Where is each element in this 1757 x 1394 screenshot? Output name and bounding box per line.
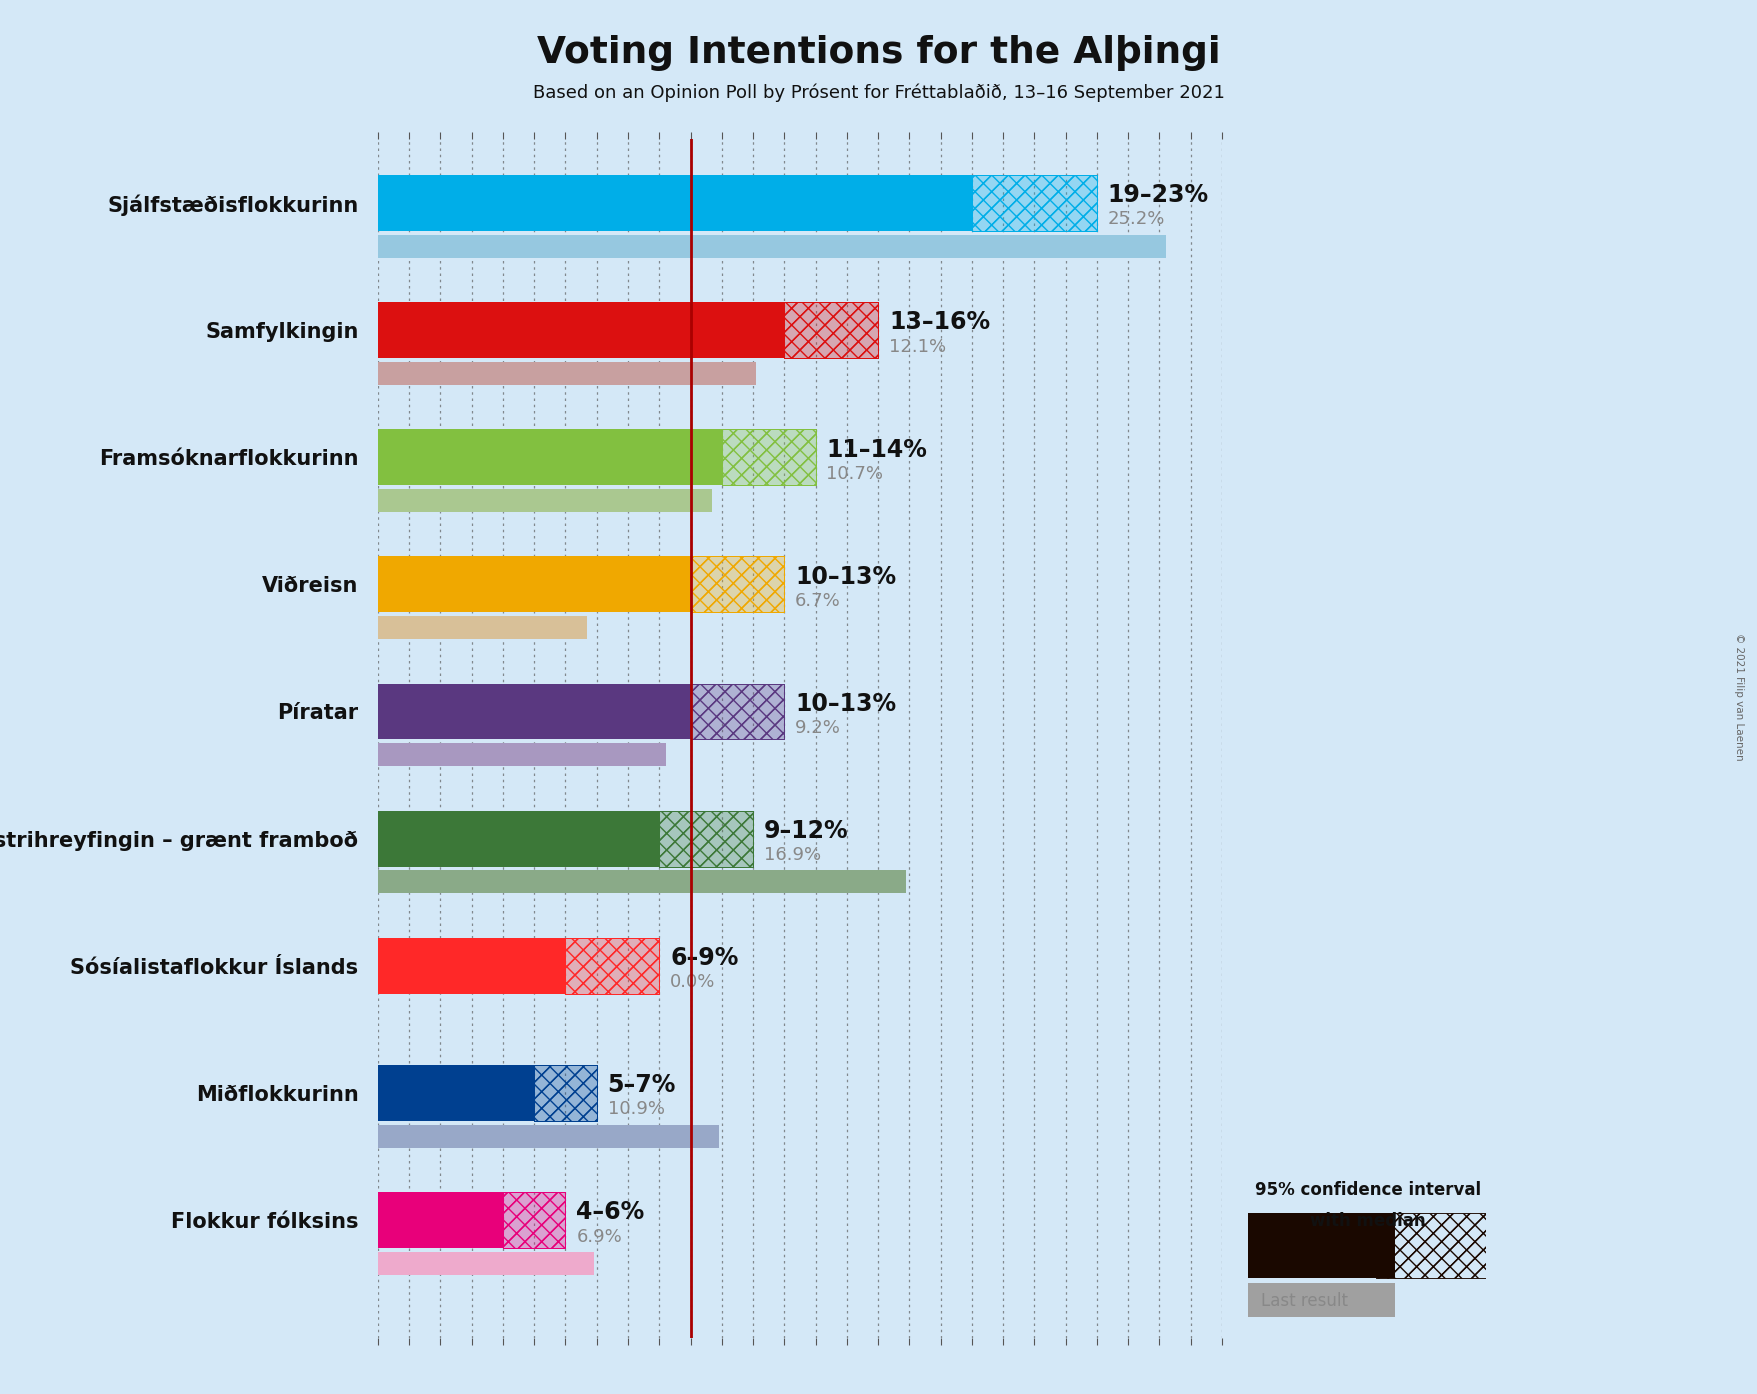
Bar bbox=[378, 1192, 503, 1248]
Bar bbox=[972, 176, 1096, 231]
Text: 10.9%: 10.9% bbox=[608, 1100, 664, 1118]
Bar bbox=[378, 489, 712, 512]
Bar bbox=[534, 1065, 596, 1121]
Bar bbox=[691, 683, 784, 739]
Bar bbox=[503, 1192, 566, 1248]
Text: 9.2%: 9.2% bbox=[794, 719, 840, 737]
Bar bbox=[378, 683, 691, 739]
Text: 95% confidence interval: 95% confidence interval bbox=[1254, 1181, 1479, 1199]
Text: 10.7%: 10.7% bbox=[826, 464, 884, 482]
Text: 6.7%: 6.7% bbox=[794, 592, 840, 611]
Text: © 2021 Filip van Laenen: © 2021 Filip van Laenen bbox=[1732, 633, 1743, 761]
Bar bbox=[378, 938, 566, 994]
Bar bbox=[503, 1192, 566, 1248]
Bar bbox=[378, 870, 905, 894]
Text: 10–13%: 10–13% bbox=[794, 565, 896, 588]
Bar bbox=[1247, 1282, 1395, 1317]
Bar bbox=[659, 811, 752, 867]
Bar bbox=[722, 429, 815, 485]
Bar bbox=[972, 176, 1096, 231]
Text: 6–9%: 6–9% bbox=[669, 947, 738, 970]
Bar bbox=[566, 938, 659, 994]
Text: 25.2%: 25.2% bbox=[1107, 210, 1165, 229]
Bar bbox=[691, 683, 784, 739]
Bar bbox=[784, 302, 877, 358]
Text: 10–13%: 10–13% bbox=[794, 691, 896, 717]
Bar bbox=[691, 556, 784, 612]
Bar bbox=[972, 176, 1096, 231]
Bar bbox=[659, 811, 752, 867]
Text: 11–14%: 11–14% bbox=[826, 438, 926, 461]
Bar bbox=[378, 743, 666, 767]
Bar bbox=[722, 429, 815, 485]
Bar bbox=[1376, 1213, 1485, 1277]
Bar bbox=[566, 938, 659, 994]
Bar bbox=[691, 683, 784, 739]
Bar bbox=[378, 429, 722, 485]
Bar bbox=[378, 1252, 594, 1274]
Text: 9–12%: 9–12% bbox=[764, 820, 849, 843]
Text: Based on an Opinion Poll by Prósent for Fréttablaðið, 13–16 September 2021: Based on an Opinion Poll by Prósent for … bbox=[532, 84, 1225, 102]
Text: 13–16%: 13–16% bbox=[889, 311, 989, 335]
Bar bbox=[378, 362, 756, 385]
Text: Voting Intentions for the Alþingi: Voting Intentions for the Alþingi bbox=[538, 35, 1219, 71]
Bar bbox=[378, 811, 659, 867]
Text: Last result: Last result bbox=[1260, 1292, 1348, 1310]
Text: 5–7%: 5–7% bbox=[608, 1073, 676, 1097]
Bar bbox=[691, 556, 784, 612]
Text: 6.9%: 6.9% bbox=[576, 1228, 622, 1245]
Text: 16.9%: 16.9% bbox=[764, 846, 821, 864]
Bar bbox=[1376, 1213, 1485, 1277]
Text: 4–6%: 4–6% bbox=[576, 1200, 645, 1224]
Bar bbox=[378, 302, 784, 358]
Bar bbox=[378, 1125, 719, 1147]
Text: 0.0%: 0.0% bbox=[669, 973, 715, 991]
Bar bbox=[534, 1065, 596, 1121]
Bar bbox=[378, 176, 972, 231]
Bar bbox=[566, 938, 659, 994]
Text: with median: with median bbox=[1309, 1211, 1425, 1230]
Bar bbox=[784, 302, 877, 358]
Bar bbox=[378, 1065, 534, 1121]
Text: 12.1%: 12.1% bbox=[889, 337, 945, 355]
Bar bbox=[722, 429, 815, 485]
Bar bbox=[378, 234, 1165, 258]
Bar bbox=[659, 811, 752, 867]
Bar bbox=[534, 1065, 596, 1121]
Text: 19–23%: 19–23% bbox=[1107, 184, 1209, 208]
Bar bbox=[784, 302, 877, 358]
Bar bbox=[378, 616, 587, 638]
Bar bbox=[691, 556, 784, 612]
Bar bbox=[378, 556, 691, 612]
Bar bbox=[1247, 1213, 1395, 1277]
Bar bbox=[503, 1192, 566, 1248]
